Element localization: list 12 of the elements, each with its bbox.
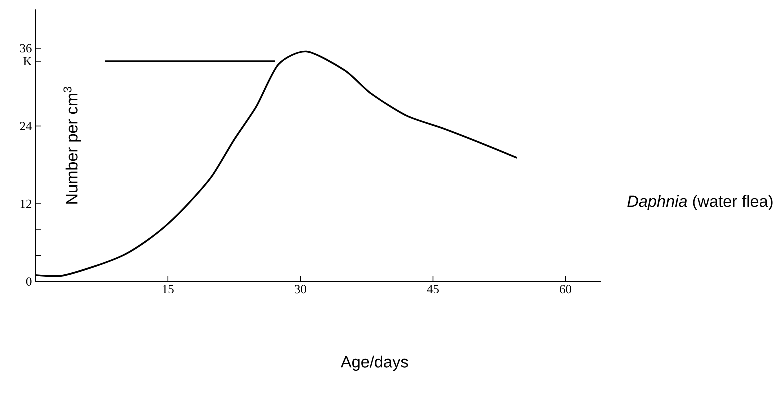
y-tick-label: K xyxy=(24,57,32,66)
y-tick-label: 36 xyxy=(20,44,32,53)
y-tick-label: 24 xyxy=(20,122,32,130)
x-tick-label: 60 xyxy=(560,285,572,294)
x-tick-label: 30 xyxy=(295,285,306,294)
y-tick-label: 12 xyxy=(20,200,32,208)
y-axis-title: Number per cm$^{3}$ xyxy=(64,87,82,204)
x-tick-label: 45 xyxy=(427,285,439,294)
y-tick-label: 0 xyxy=(26,278,32,286)
x-axis-title: Age/days xyxy=(340,356,408,371)
x-tick-label: 15 xyxy=(163,285,174,294)
text: Daphnia (water flea) xyxy=(628,195,773,210)
